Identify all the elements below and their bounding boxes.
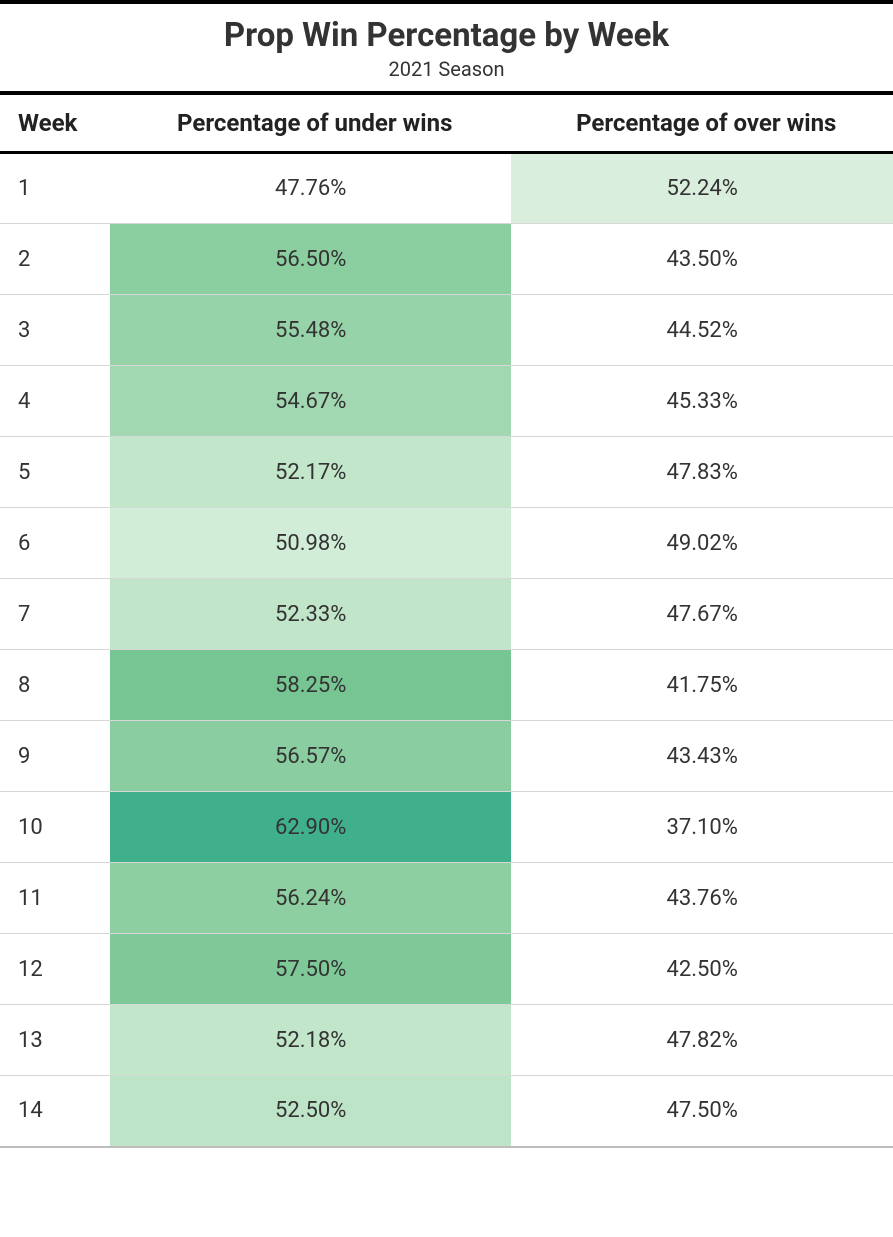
- col-header-week: Week: [0, 93, 110, 153]
- table-header-row: Week Percentage of under wins Percentage…: [0, 93, 893, 153]
- cell-over: 42.50%: [511, 934, 893, 1005]
- cell-week: 4: [0, 366, 110, 437]
- table-row: 1452.50%47.50%: [0, 1076, 893, 1147]
- cell-under: 56.50%: [110, 224, 511, 295]
- table-row: 147.76%52.24%: [0, 153, 893, 224]
- cell-over: 43.43%: [511, 721, 893, 792]
- cell-over: 47.67%: [511, 579, 893, 650]
- cell-under: 62.90%: [110, 792, 511, 863]
- cell-under: 56.24%: [110, 863, 511, 934]
- cell-week: 3: [0, 295, 110, 366]
- cell-week: 8: [0, 650, 110, 721]
- cell-under: 47.76%: [110, 153, 511, 224]
- cell-week: 9: [0, 721, 110, 792]
- cell-over: 43.50%: [511, 224, 893, 295]
- cell-under: 50.98%: [110, 508, 511, 579]
- cell-over: 47.82%: [511, 1005, 893, 1076]
- cell-week: 7: [0, 579, 110, 650]
- data-table: Week Percentage of under wins Percentage…: [0, 91, 893, 1148]
- cell-over: 41.75%: [511, 650, 893, 721]
- cell-week: 1: [0, 153, 110, 224]
- cell-week: 11: [0, 863, 110, 934]
- cell-over: 44.52%: [511, 295, 893, 366]
- col-header-over: Percentage of over wins: [511, 93, 893, 153]
- table-row: 1257.50%42.50%: [0, 934, 893, 1005]
- cell-under: 52.33%: [110, 579, 511, 650]
- cell-under: 55.48%: [110, 295, 511, 366]
- cell-under: 52.18%: [110, 1005, 511, 1076]
- table-row: 1352.18%47.82%: [0, 1005, 893, 1076]
- cell-over: 47.83%: [511, 437, 893, 508]
- table-row: 355.48%44.52%: [0, 295, 893, 366]
- cell-week: 12: [0, 934, 110, 1005]
- cell-over: 47.50%: [511, 1076, 893, 1147]
- cell-week: 2: [0, 224, 110, 295]
- table-row: 1062.90%37.10%: [0, 792, 893, 863]
- cell-under: 56.57%: [110, 721, 511, 792]
- cell-over: 43.76%: [511, 863, 893, 934]
- table-row: 650.98%49.02%: [0, 508, 893, 579]
- table-header-section: Prop Win Percentage by Week 2021 Season: [0, 4, 893, 91]
- col-header-under: Percentage of under wins: [110, 93, 511, 153]
- cell-over: 45.33%: [511, 366, 893, 437]
- cell-over: 37.10%: [511, 792, 893, 863]
- cell-week: 6: [0, 508, 110, 579]
- table-row: 454.67%45.33%: [0, 366, 893, 437]
- cell-under: 54.67%: [110, 366, 511, 437]
- cell-under: 52.50%: [110, 1076, 511, 1147]
- table-row: 256.50%43.50%: [0, 224, 893, 295]
- table-row: 1156.24%43.76%: [0, 863, 893, 934]
- cell-over: 52.24%: [511, 153, 893, 224]
- cell-week: 13: [0, 1005, 110, 1076]
- table-title: Prop Win Percentage by Week: [0, 16, 893, 55]
- table-row: 552.17%47.83%: [0, 437, 893, 508]
- table-subtitle: 2021 Season: [0, 57, 893, 81]
- cell-over: 49.02%: [511, 508, 893, 579]
- cell-week: 5: [0, 437, 110, 508]
- table-row: 858.25%41.75%: [0, 650, 893, 721]
- cell-week: 14: [0, 1076, 110, 1147]
- cell-under: 57.50%: [110, 934, 511, 1005]
- cell-week: 10: [0, 792, 110, 863]
- table-row: 956.57%43.43%: [0, 721, 893, 792]
- table-row: 752.33%47.67%: [0, 579, 893, 650]
- cell-under: 58.25%: [110, 650, 511, 721]
- win-pct-table: Prop Win Percentage by Week 2021 Season …: [0, 0, 893, 1148]
- cell-under: 52.17%: [110, 437, 511, 508]
